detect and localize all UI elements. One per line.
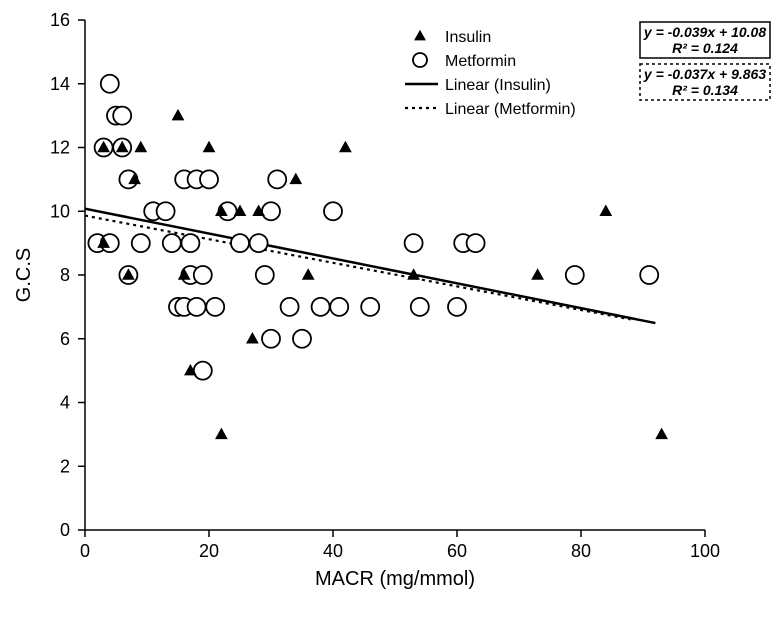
marker-circle xyxy=(231,234,249,252)
marker-circle xyxy=(206,298,224,316)
y-tick-label: 4 xyxy=(60,393,70,413)
marker-circle xyxy=(411,298,429,316)
marker-triangle xyxy=(339,141,352,152)
marker-circle xyxy=(281,298,299,316)
marker-circle xyxy=(132,234,150,252)
marker-circle xyxy=(448,298,466,316)
marker-triangle xyxy=(203,141,216,152)
marker-circle xyxy=(413,53,427,67)
y-axis-label: G.C.S xyxy=(13,248,35,302)
x-tick-label: 20 xyxy=(199,541,219,561)
legend-label: Linear (Metformin) xyxy=(445,101,576,118)
marker-circle xyxy=(157,202,175,220)
legend-label: Linear (Insulin) xyxy=(445,77,551,94)
y-tick-label: 8 xyxy=(60,265,70,285)
marker-circle xyxy=(330,298,348,316)
marker-triangle xyxy=(302,268,315,279)
y-tick-label: 14 xyxy=(50,74,70,94)
x-tick-label: 40 xyxy=(323,541,343,561)
chart-svg: 0 20 40 60 80 100 0 2 4 6 8 10 12 14 16 MACR (mg/mmol) G… xyxy=(0,0,780,621)
marker-circle xyxy=(293,330,311,348)
y-tick-label: 10 xyxy=(50,201,70,221)
marker-circle xyxy=(262,330,280,348)
marker-circle xyxy=(181,234,199,252)
marker-circle xyxy=(566,266,584,284)
y-tick-label: 6 xyxy=(60,329,70,349)
marker-circle xyxy=(113,107,131,125)
marker-circle xyxy=(101,75,119,93)
marker-triangle xyxy=(599,205,612,216)
x-tick-label: 0 xyxy=(80,541,90,561)
legend: Insulin Metformin Linear (Insulin) Linear (… xyxy=(405,29,576,118)
legend-label: Metformin xyxy=(445,53,516,70)
marker-triangle xyxy=(246,332,259,343)
marker-circle xyxy=(256,266,274,284)
marker-triangle xyxy=(655,428,668,439)
marker-circle xyxy=(200,170,218,188)
y-tick-label: 2 xyxy=(60,456,70,476)
scatter-chart: 0 20 40 60 80 100 0 2 4 6 8 10 12 14 16 MACR (mg/mmol) G… xyxy=(0,0,780,621)
marker-circle xyxy=(163,234,181,252)
marker-triangle xyxy=(215,428,228,439)
marker-circle xyxy=(467,234,485,252)
x-axis-label: MACR (mg/mmol) xyxy=(315,568,475,590)
y-tick-label: 12 xyxy=(50,138,70,158)
marker-circle xyxy=(361,298,379,316)
marker-circle xyxy=(250,234,268,252)
x-tick-label: 80 xyxy=(571,541,591,561)
trendline-metformin xyxy=(85,216,631,320)
marker-circle xyxy=(194,266,212,284)
marker-circle xyxy=(312,298,330,316)
marker-circle xyxy=(324,202,342,220)
y-tick-label: 0 xyxy=(60,520,70,540)
equation-line-1-0: y = -0.037x + 9.863 xyxy=(643,66,766,82)
marker-triangle xyxy=(289,173,302,184)
equation-line-0-1: R² = 0.124 xyxy=(672,40,738,56)
marker-circle xyxy=(194,362,212,380)
x-tick-label: 100 xyxy=(690,541,720,561)
marker-triangle xyxy=(414,30,426,41)
x-tick-label: 60 xyxy=(447,541,467,561)
equation-line-0-0: y = -0.039x + 10.08 xyxy=(643,24,766,40)
marker-circle xyxy=(188,298,206,316)
equation-line-1-1: R² = 0.134 xyxy=(672,82,738,98)
legend-label: Insulin xyxy=(445,29,491,46)
marker-circle xyxy=(640,266,658,284)
marker-circle xyxy=(405,234,423,252)
marker-circle xyxy=(262,202,280,220)
marker-triangle xyxy=(172,109,185,120)
marker-circle xyxy=(268,170,286,188)
marker-triangle xyxy=(531,268,544,279)
marker-triangle xyxy=(134,141,147,152)
y-tick-label: 16 xyxy=(50,10,70,30)
